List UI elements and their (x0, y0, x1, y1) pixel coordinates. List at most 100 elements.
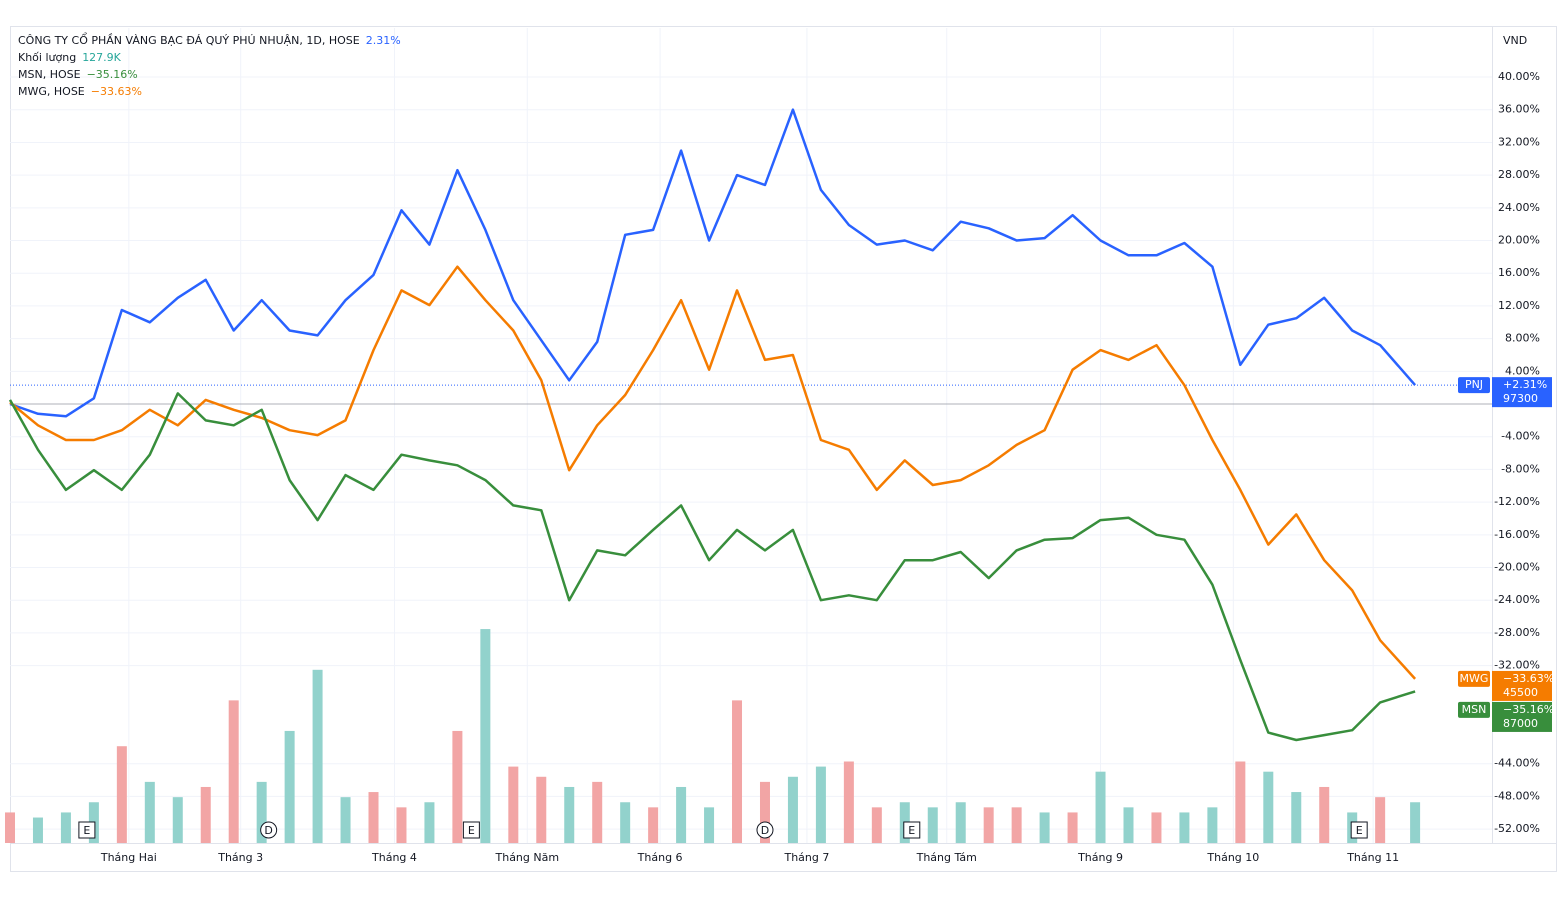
volume-bar (620, 802, 631, 843)
volume-bar (32, 817, 43, 843)
y-tick-label: 16.00% (1498, 266, 1540, 279)
price-label: 97300 (1503, 392, 1538, 405)
volume-bar (1151, 812, 1162, 843)
volume-bar (871, 807, 882, 843)
x-tick-label: Tháng 6 (637, 851, 683, 864)
volume-bar (676, 786, 687, 843)
series-tag (1458, 377, 1490, 394)
y-tick-label: -16.00% (1494, 528, 1540, 541)
x-tick-label: Tháng Năm (495, 851, 560, 864)
price-label: 45500 (1503, 686, 1538, 699)
event-label: E (468, 824, 475, 837)
legend-entry: MWG, HOSE −33.63% (18, 85, 142, 98)
series-line (8, 392, 1416, 742)
legend-entry: MSN, HOSE −35.16% (18, 68, 138, 81)
volume-bar (704, 807, 715, 843)
event-label: E (83, 824, 90, 837)
event-label: E (1356, 824, 1363, 837)
volume-bar (1039, 812, 1050, 843)
volume-bar (144, 781, 155, 843)
volume-bar (340, 797, 351, 843)
series-tag-label: PNJ (1465, 378, 1483, 391)
x-tick-label: Tháng Tám (916, 851, 977, 864)
volume-bar (1067, 812, 1078, 843)
series-tag (1458, 670, 1490, 687)
volume-bar (1291, 792, 1302, 843)
series-line (9, 108, 1417, 418)
volume-bar (815, 766, 826, 843)
y-tick-label: 32.00% (1498, 135, 1540, 148)
y-tick-label: -24.00% (1494, 593, 1540, 606)
event-marker: E (1350, 821, 1368, 839)
volume-bar (480, 629, 491, 843)
x-tick-label: Tháng 4 (371, 851, 417, 864)
y-tick-label: -48.00% (1494, 789, 1540, 802)
y-tick-label: 8.00% (1505, 332, 1540, 345)
volume-bar (396, 807, 407, 843)
y-tick-label: 12.00% (1498, 299, 1540, 312)
volume-bar (452, 730, 463, 843)
volume-bar (536, 776, 547, 843)
volume-bar (5, 812, 15, 843)
event-icon (903, 821, 921, 839)
volume-bar (1123, 807, 1134, 843)
volume-bar (284, 730, 295, 843)
volume-bar (1095, 771, 1106, 843)
series-tag (1458, 701, 1490, 718)
y-tick-label: -12.00% (1494, 495, 1540, 508)
event-marker: D (260, 821, 278, 839)
volume-bar (368, 792, 379, 843)
volume-bar (927, 807, 938, 843)
legend-label: CÔNG TY CỔ PHẦN VÀNG BẠC ĐÁ QUÝ PHÚ NHUẬ… (18, 32, 360, 47)
value-tag (1492, 701, 1552, 732)
volume-bar (1207, 807, 1218, 843)
legend-entry: CÔNG TY CỔ PHẦN VÀNG BẠC ĐÁ QUÝ PHÚ NHUẬ… (18, 32, 401, 47)
volume-bar (983, 807, 994, 843)
y-tick-label: 40.00% (1498, 70, 1540, 83)
volume-bar (200, 786, 211, 843)
y-tick-label: 4.00% (1505, 364, 1540, 377)
event-marker: E (78, 821, 96, 839)
y-tick-label: -8.00% (1501, 462, 1540, 475)
event-icon (78, 821, 96, 839)
y-tick-label: 20.00% (1498, 234, 1540, 247)
change-label: −33.63% (1503, 672, 1554, 685)
legend-entry: Khối lượng 127.9K (18, 51, 122, 64)
volume-bar (312, 669, 323, 843)
y-tick-label: -32.00% (1494, 659, 1540, 672)
y-tick-label: 24.00% (1498, 201, 1540, 214)
event-icon (462, 821, 480, 839)
volume-bar (1235, 761, 1246, 843)
legend-value: −33.63% (91, 85, 142, 98)
event-label: E (908, 824, 915, 837)
volume-bar (256, 781, 267, 843)
event-icon (756, 821, 774, 839)
chart-frame (10, 26, 1557, 872)
unit-label: VND (1503, 34, 1527, 47)
volume-bar (1263, 771, 1274, 843)
legend-value: 127.9K (82, 51, 121, 64)
x-tick-label: Tháng Hai (100, 851, 157, 864)
change-label: −35.16% (1503, 703, 1554, 716)
x-tick-label: Tháng 10 (1206, 851, 1259, 864)
volume-bar (1375, 797, 1386, 843)
legend-label: MSN, HOSE (18, 68, 81, 81)
volume-bar (564, 786, 575, 843)
volume-bar (1410, 802, 1421, 843)
event-marker: E (903, 821, 921, 839)
volume-bar (172, 797, 183, 843)
x-tick-label: Tháng 11 (1346, 851, 1399, 864)
y-tick-label: -4.00% (1501, 430, 1540, 443)
legend-label: MWG, HOSE (18, 85, 85, 98)
event-icon (260, 821, 278, 839)
y-tick-label: -52.00% (1494, 822, 1540, 835)
volume-bar (592, 781, 603, 843)
event-marker: D (756, 821, 774, 839)
legend-value: −35.16% (87, 68, 138, 81)
x-tick-label: Tháng 3 (217, 851, 263, 864)
event-icon (1350, 821, 1368, 839)
change-label: +2.31% (1503, 378, 1547, 391)
event-marker: E (462, 821, 480, 839)
volume-bar (732, 700, 743, 843)
value-tag (1492, 377, 1552, 408)
